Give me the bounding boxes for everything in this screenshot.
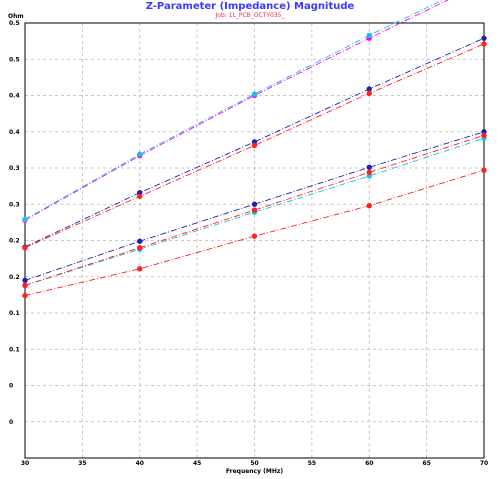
plot-frame [24,22,485,459]
data-point [366,32,372,39]
data-point [366,86,372,92]
data-point [22,277,28,284]
y-tick-label: 0.4 [9,129,20,136]
tick-labels: 30 35 40 45 50 55 60 65 70 0.5 0.5 0.4 0.4 0.3 0.3 0.2 0… [9,20,488,467]
y-tick-label: 0 [9,419,13,426]
chart-title: Z-Parameter (Impedance) Magnitude [145,1,355,12]
data-point [22,245,28,251]
y-tick-label: 0.2 [9,274,20,281]
series-line-8 [24,169,485,297]
y-tick-label: 0.1 [9,346,20,353]
y-tick-label: 0.3 [9,201,20,208]
data-point [251,91,258,97]
data-point [481,132,487,139]
series-line-4 [24,43,485,249]
data-point [366,90,372,97]
y-tick-label: 0.2 [9,238,20,245]
x-tick-label: 70 [480,460,488,467]
chart-subtitle: Job: 1L_PCB_OCTY035_ [215,12,285,19]
data-point [22,292,28,299]
x-tick-label: 45 [193,460,201,467]
data-point [137,266,143,272]
series-line-3 [24,37,485,248]
data-point [137,151,143,157]
data-point [366,203,372,209]
series-line-6 [24,137,485,286]
data-point [22,216,28,223]
y-tick-label: 0.1 [9,310,20,317]
y-tick-label: 0 [9,383,13,390]
y-tick-label: 0.5 [9,20,20,27]
data-point [366,164,372,170]
data-point [481,41,487,47]
y-tick-label: 0.4 [9,93,20,100]
data-point [366,169,372,176]
data-point [251,233,258,239]
x-tick-label: 55 [308,460,316,467]
x-tick-label: 60 [365,460,373,467]
y-tick-label: 0.3 [9,165,20,172]
data-point [481,167,487,173]
y-tick-label: 0.5 [9,56,20,63]
x-tick-label: 30 [21,460,29,467]
data-point [22,282,28,289]
y-unit-label: Ohm [8,13,24,20]
series-line-5 [24,131,485,281]
x-tick-label: 50 [250,460,258,467]
data-point [251,207,258,213]
data-point [137,193,143,199]
data-point [137,238,143,244]
data-point [251,201,258,207]
series-group [22,0,487,299]
data-point [137,245,143,251]
data-point [481,35,487,41]
x-tick-label: 35 [78,460,86,467]
data-point [251,142,258,149]
x-tick-label: 40 [136,460,144,467]
series-line-7 [24,134,485,286]
x-tick-label: 65 [422,460,430,467]
plot-border [24,22,485,459]
grid-lines [25,23,484,458]
x-axis-label: Frequency (MHz) [226,468,283,475]
